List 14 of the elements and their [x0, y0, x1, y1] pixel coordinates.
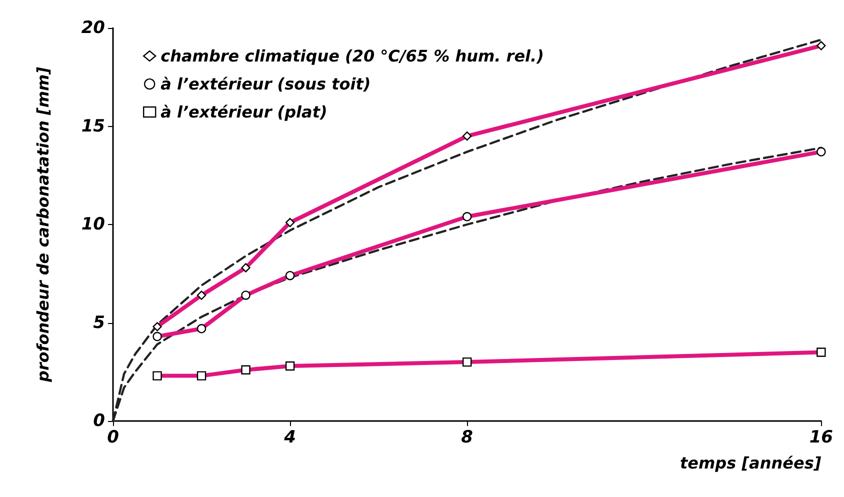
x-axis-title: temps [années] [680, 454, 822, 472]
legend-label: à l’extérieur (plat) [160, 102, 328, 122]
y-tick-label: 10 [81, 214, 106, 234]
y-tick-label: 0 [93, 411, 106, 431]
y-axis-title: profondeur de carbonatation [mm] [34, 66, 52, 384]
x-tick-label: 0 [107, 428, 120, 448]
legend-label: chambre climatique (20 °C/65 % hum. rel.) [160, 46, 544, 66]
legend-label: à l’extérieur (sous toit) [160, 74, 371, 94]
x-tick-label: 8 [461, 428, 474, 448]
y-tick-label: 15 [81, 116, 105, 136]
y-tick-label: 5 [93, 312, 105, 333]
y-tick-label: 20 [81, 18, 106, 38]
x-tick-label: 16 [809, 428, 834, 448]
x-tick-label: 4 [283, 428, 296, 448]
